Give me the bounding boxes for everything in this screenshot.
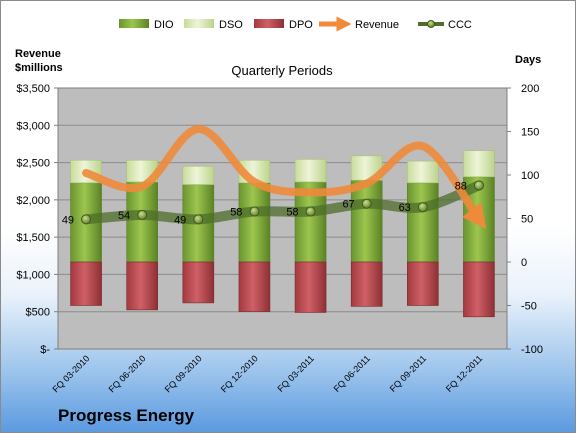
ccc-data-label: 49 [174,214,186,226]
x-tick-label: FQ 12-2011 [444,353,485,394]
left-axis-title-line2: $millions [15,62,63,74]
ccc-data-label: 58 [230,207,242,219]
left-tick-label: $- [40,344,50,356]
x-tick-label: FQ 03-2010 [50,353,91,394]
ccc-marker [137,210,148,221]
ccc-data-label: 54 [118,210,130,222]
legend-label-ccc: CCC [448,19,472,31]
bar-dpo [70,261,102,306]
legend-marker-ccc [427,20,435,28]
bar-dpo [407,261,439,306]
left-tick-label: $500 [26,307,50,319]
x-tick-label: FQ 03-2011 [275,353,316,394]
ccc-data-label: 49 [62,214,74,226]
x-tick-label: FQ 06-2011 [332,353,373,394]
ccc-marker [81,214,92,225]
bar-dio [126,181,158,263]
legend-label-dpo: DPO [289,19,313,31]
left-tick-label: $3,000 [16,120,50,132]
bar-dpo [463,261,495,318]
left-axis-title-line1: Revenue [15,48,61,60]
left-tick-label: $2,000 [16,195,50,207]
legend-swatch-dpo [254,19,284,28]
bar-dpo [294,261,327,313]
chart-title: Quarterly Periods [231,63,333,78]
data-labels: 49 54 49 58 58 67 63 88 [62,180,467,226]
left-tick-label: $1,500 [16,232,50,244]
bar-dpo [350,261,383,307]
legend-label-dso: DSO [219,19,243,31]
right-axis-title: Days [515,54,541,66]
bar-dio [238,182,271,263]
ccc-data-label: 67 [342,199,354,211]
legend: DIO DSO DPO Revenue CCC [119,16,472,32]
ccc-marker [417,202,428,213]
bar-dso [294,159,327,183]
right-tick-label: -100 [521,344,543,356]
right-axis: -100 -50 0 50 100 150 200 [507,83,543,356]
company-name: Progress Energy [58,406,195,425]
right-tick-label: 50 [521,214,533,226]
x-tick-label: FQ 09-2011 [388,353,429,394]
ccc-marker [305,206,316,217]
ccc-data-label: 63 [399,202,411,214]
lines [81,125,487,229]
left-tick-label: $3,500 [16,83,50,95]
bar-dpo [126,261,158,311]
ccc-marker [473,180,484,191]
bar-dpo [238,261,271,312]
right-tick-label: 0 [521,257,527,269]
bar-dso [350,155,383,181]
ccc-marker [193,214,204,225]
x-axis: FQ 03-2010 FQ 06-2010 FQ 09-2010 FQ 12-2010… [50,353,484,394]
ccc-data-label: 58 [286,207,298,219]
left-tick-label: $2,500 [16,158,50,170]
x-tick-label: FQ 09-2010 [163,353,204,394]
legend-swatch-dio [119,19,149,28]
bar-dso [182,166,215,185]
x-tick-label: FQ 12-2010 [219,353,260,394]
x-tick-label: FQ 06-2010 [107,353,148,394]
right-tick-label: -50 [521,301,537,313]
bar-dso [407,160,439,184]
bar-dio [350,179,383,263]
bar-dio [407,182,439,263]
right-tick-label: 150 [521,127,539,139]
right-tick-label: 100 [521,170,539,182]
right-tick-label: 200 [521,83,539,95]
ccc-marker [361,198,372,209]
ccc-data-label: 88 [455,180,467,192]
legend-swatch-dso [184,19,214,28]
ccc-marker [249,206,260,217]
legend-label-revenue: Revenue [355,19,399,31]
series-line-revenue [82,125,487,229]
left-tick-label: $1,000 [16,269,50,281]
left-axis: $- $500 $1,000 $1,500 $2,000 $2,500 $3,000 $3,5… [16,83,58,356]
bar-dpo [182,261,215,304]
bar-dso [463,150,495,178]
legend-label-dio: DIO [154,19,174,31]
